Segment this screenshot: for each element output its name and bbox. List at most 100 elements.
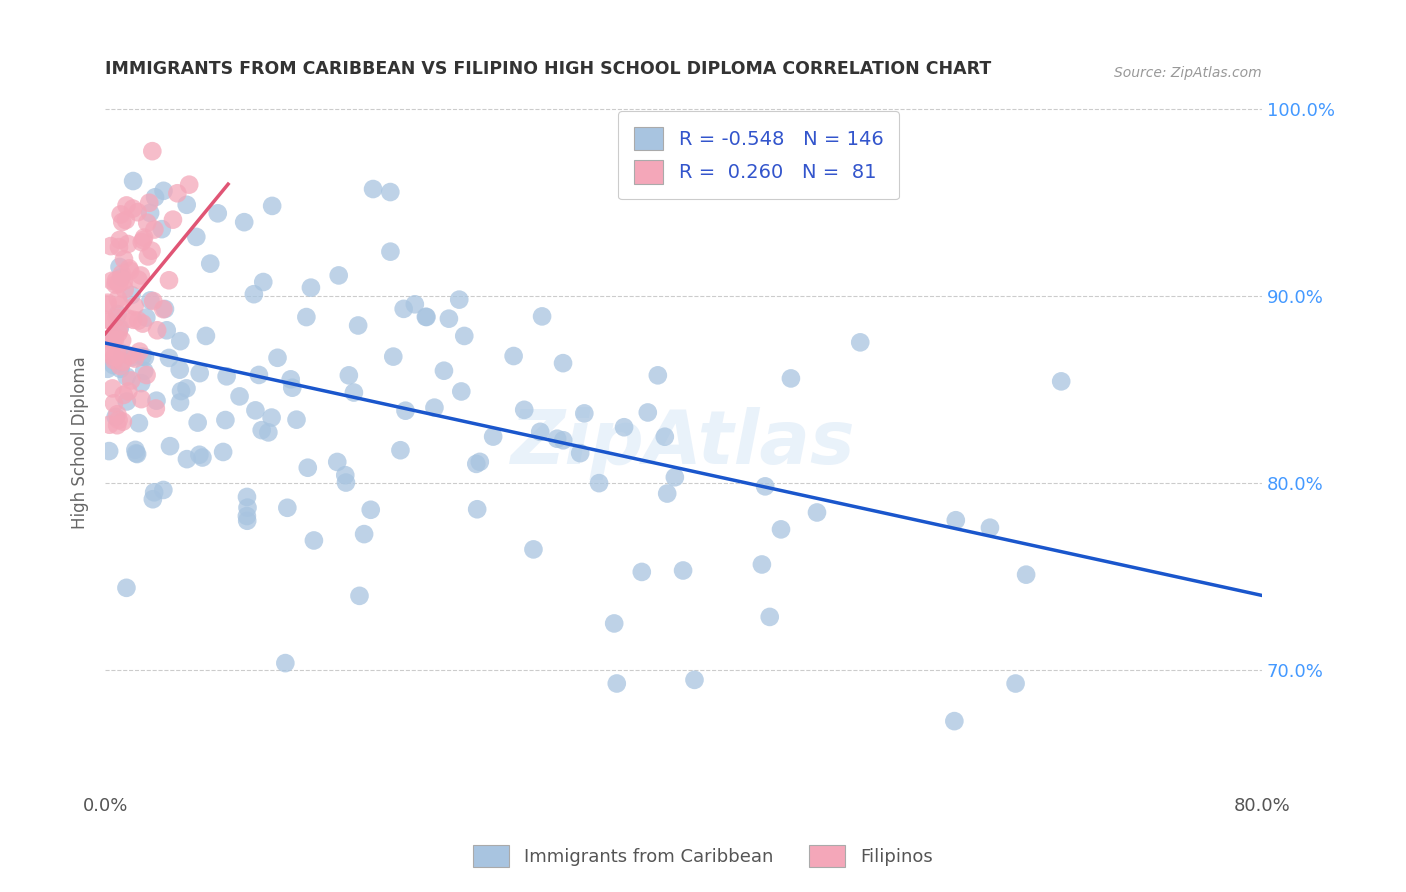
Point <box>257 425 280 440</box>
Point <box>423 401 446 415</box>
Point <box>380 185 402 199</box>
Point <box>159 439 181 453</box>
Point <box>176 381 198 395</box>
Point <box>302 533 325 548</box>
Point <box>647 368 669 383</box>
Point <box>551 356 574 370</box>
Point <box>103 330 125 344</box>
Point <box>769 522 792 536</box>
Point <box>104 277 127 292</box>
Point <box>176 452 198 467</box>
Point <box>200 257 222 271</box>
Point <box>465 502 488 516</box>
Point <box>637 405 659 419</box>
Point <box>553 434 575 448</box>
Point <box>104 409 127 424</box>
Point <box>169 362 191 376</box>
Point <box>141 144 163 158</box>
Point <box>127 313 149 327</box>
Point <box>212 445 235 459</box>
Point <box>118 261 141 276</box>
Point <box>664 470 686 484</box>
Point <box>297 460 319 475</box>
Point <box>187 416 209 430</box>
Point <box>122 174 145 188</box>
Point <box>672 564 695 578</box>
Point <box>108 298 131 312</box>
Point <box>281 381 304 395</box>
Text: Source: ZipAtlas.com: Source: ZipAtlas.com <box>1115 67 1263 80</box>
Point <box>613 420 636 434</box>
Point <box>103 351 125 365</box>
Point <box>120 264 142 278</box>
Point <box>157 351 180 365</box>
Point <box>108 233 131 247</box>
Point <box>100 239 122 253</box>
Point <box>134 351 156 365</box>
Point <box>142 293 165 308</box>
Point <box>207 206 229 220</box>
Point <box>415 310 437 324</box>
Point <box>157 273 180 287</box>
Point <box>96 297 118 311</box>
Point <box>236 500 259 515</box>
Point <box>103 358 125 372</box>
Point <box>97 361 120 376</box>
Point <box>335 475 357 490</box>
Point <box>546 432 568 446</box>
Point <box>100 342 122 356</box>
Point <box>266 351 288 365</box>
Point <box>1050 375 1073 389</box>
Point <box>111 346 134 360</box>
Point <box>188 448 211 462</box>
Point <box>335 468 357 483</box>
Point <box>153 301 176 316</box>
Point <box>380 244 402 259</box>
Point <box>191 450 214 465</box>
Point <box>389 443 412 458</box>
Point <box>98 417 121 432</box>
Point <box>110 207 132 221</box>
Point <box>502 349 524 363</box>
Point <box>96 341 118 355</box>
Point <box>630 565 652 579</box>
Point <box>349 589 371 603</box>
Point <box>115 581 138 595</box>
Point <box>101 336 124 351</box>
Point <box>179 178 201 192</box>
Point <box>337 368 360 383</box>
Point <box>101 334 124 348</box>
Point <box>465 457 488 471</box>
Point <box>170 384 193 398</box>
Point <box>274 656 297 670</box>
Point <box>121 351 143 365</box>
Point <box>143 485 166 500</box>
Point <box>285 412 308 426</box>
Point <box>142 492 165 507</box>
Point <box>105 418 128 433</box>
Point <box>343 385 366 400</box>
Point <box>110 270 132 285</box>
Point <box>529 425 551 439</box>
Point <box>176 198 198 212</box>
Point <box>152 483 174 497</box>
Legend: Immigrants from Caribbean, Filipinos: Immigrants from Caribbean, Filipinos <box>467 838 939 874</box>
Point <box>683 673 706 687</box>
Point <box>250 423 273 437</box>
Point <box>115 213 138 227</box>
Point <box>117 384 139 399</box>
Point <box>751 558 773 572</box>
Point <box>124 299 146 313</box>
Point <box>100 314 122 328</box>
Point <box>143 222 166 236</box>
Point <box>482 429 505 443</box>
Point <box>111 267 134 281</box>
Point <box>780 371 803 385</box>
Point <box>131 235 153 250</box>
Point <box>127 273 149 287</box>
Point <box>124 351 146 366</box>
Point <box>215 369 238 384</box>
Point <box>156 323 179 337</box>
Point <box>166 186 188 201</box>
Point <box>236 509 259 524</box>
